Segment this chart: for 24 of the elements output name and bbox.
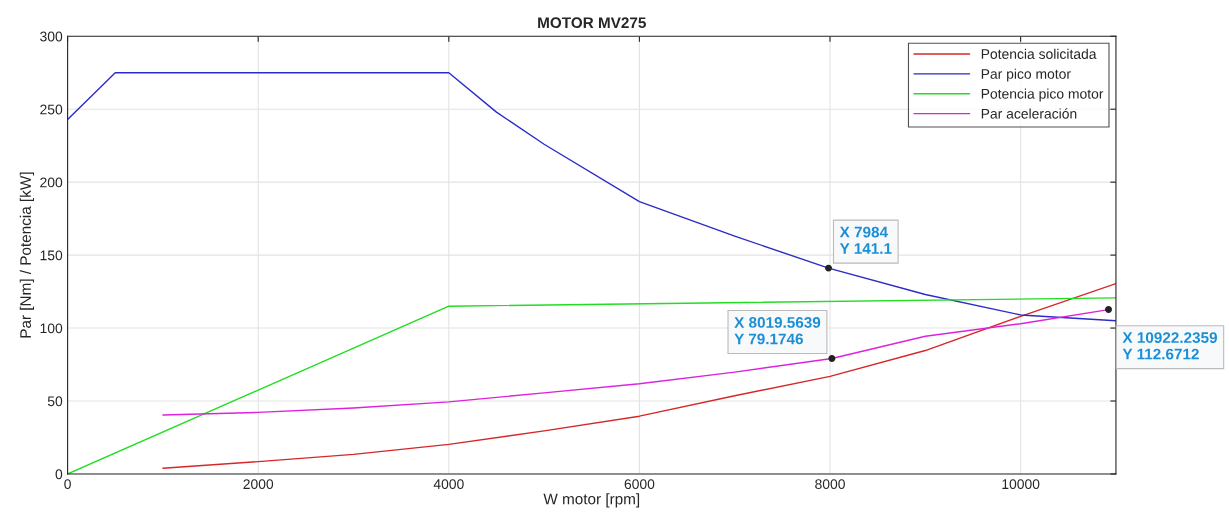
line-series (162, 282, 1116, 469)
legend-label: Par aceleración (981, 108, 1077, 119)
x-tick-label: 0 (64, 479, 71, 490)
y-tick-label: 300 (40, 31, 63, 42)
y-tick-label: 0 (55, 469, 63, 480)
annotation: X 7984 Y 141.1 (839, 226, 892, 254)
legend-label: Par pico motor (981, 68, 1071, 82)
x-tick-label: 2000 (243, 479, 274, 490)
y-tick-label: 50 (47, 396, 63, 407)
legend-label: Potencia pico motor (981, 88, 1104, 102)
y-tick-label: 100 (40, 323, 63, 334)
y-tick-label: 150 (40, 250, 63, 261)
y-tick-label: 250 (40, 104, 63, 115)
y-tick-label: 200 (40, 177, 63, 188)
annotation: X 10922.2359 Y 112.6712 (1122, 332, 1217, 360)
y-axis-title: Par [Nm] / Potencia [kW] (19, 172, 35, 338)
annotation: X 8019.5639 Y 79.1746 (734, 317, 821, 345)
x-tick-label: 8000 (815, 479, 845, 490)
x-tick-label: 4000 (433, 479, 464, 490)
chart-title: MOTOR MV275 (538, 17, 646, 29)
x-axis-title: W motor [rpm] (543, 493, 640, 508)
x-tick-label: 10000 (1002, 479, 1040, 490)
x-tick-label: 6000 (624, 479, 655, 490)
legend-label: Potencia solicitada (981, 48, 1097, 59)
